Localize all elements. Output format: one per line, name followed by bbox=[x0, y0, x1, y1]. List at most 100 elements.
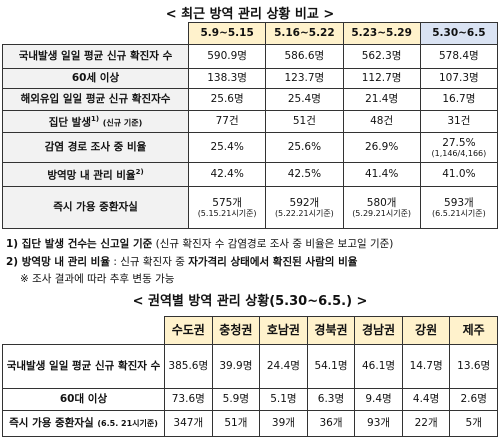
footnote: 1) 집단 발생 건수는 신고일 기준 (신규 확진자 수 감염경로 조사 중 … bbox=[6, 236, 393, 251]
data-cell: 385.6명 bbox=[164, 344, 213, 389]
data-cell: 22개 bbox=[401, 410, 451, 437]
label-text: 집단 발생 bbox=[48, 116, 91, 129]
data-cell: 51건 bbox=[265, 110, 344, 133]
table-row: 방역망 내 관리 비율2) 42.4% 42.5% 41.4% 41.0% bbox=[2, 162, 499, 187]
data-cell: 21.4명 bbox=[342, 88, 421, 111]
data-cell: 575개 (5.15.21시기준) bbox=[187, 186, 267, 229]
label-note: (신규 기준) bbox=[102, 118, 143, 128]
data-cell: 5.9명 bbox=[211, 388, 261, 411]
footnote: 2) 방역망 내 관리 비율 : 신규 확진자 중 자가격리 상태에서 확진된 … bbox=[6, 254, 357, 269]
data-cell: 25.6명 bbox=[187, 88, 267, 111]
label-text: 방역망 내 관리 비율 bbox=[47, 169, 136, 182]
label-text: 60세 이상 bbox=[71, 72, 120, 85]
data-cell: 16.7명 bbox=[419, 88, 499, 111]
label-text: 60대 이상 bbox=[59, 393, 108, 406]
column-header: 5.9~5.15 bbox=[187, 22, 267, 45]
data-cell: 592개 (5.22.21시기준) bbox=[265, 186, 344, 229]
table-row: 해외유입 일일 평균 신규 확진자수 25.6명 25.4명 21.4명 16.7명 bbox=[2, 88, 499, 111]
cell-sub: (5.15.21시기준) bbox=[197, 208, 257, 218]
data-cell: 9.4명 bbox=[354, 388, 403, 411]
table-title: < 최근 방역 관리 상황 비교 > bbox=[165, 7, 335, 22]
data-cell: 138.3명 bbox=[187, 68, 267, 89]
data-cell: 107.3명 bbox=[419, 68, 499, 89]
row-label: 집단 발생1) (신규 기준) bbox=[2, 110, 189, 133]
column-header: 강원 bbox=[401, 316, 451, 345]
footnote-part: 2) 방역망 내 관리 비율 bbox=[6, 256, 111, 268]
cell-value: 575개 bbox=[212, 196, 242, 209]
data-cell: 25.4명 bbox=[265, 88, 344, 111]
data-cell: 31건 bbox=[419, 110, 499, 133]
header-row: 5.9~5.15 5.16~5.22 5.23~5.29 5.30~6.5 bbox=[2, 22, 499, 45]
footnote-part: ※ 조사 결과에 따라 추후 변동 가능 bbox=[20, 273, 175, 285]
column-header: 호남권 bbox=[259, 316, 308, 345]
cell-value: 27.5% bbox=[442, 136, 476, 149]
cell-value: 580개 bbox=[366, 196, 397, 209]
table-row: 60세 이상 138.3명 123.7명 112.7명 107.3명 bbox=[2, 68, 499, 89]
data-cell: 590.9명 bbox=[187, 44, 267, 69]
row-label: 국내발생 일일 평균 신규 확진자 수 bbox=[2, 344, 165, 389]
column-header: 제주 bbox=[449, 316, 498, 345]
data-cell: 13.6명 bbox=[449, 344, 498, 389]
row-label: 60세 이상 bbox=[2, 68, 189, 89]
corner-cell bbox=[2, 22, 189, 45]
corner-cell bbox=[2, 316, 165, 345]
row-label: 60대 이상 bbox=[2, 388, 165, 411]
column-header: 5.30~6.5 bbox=[419, 22, 499, 45]
data-cell: 42.5% bbox=[265, 162, 344, 187]
label-note: (6.5. 21시기준) bbox=[97, 419, 158, 429]
data-cell: 51개 bbox=[211, 410, 261, 437]
data-cell: 25.6% bbox=[265, 132, 344, 163]
column-header: 5.16~5.22 bbox=[265, 22, 344, 45]
data-cell: 4.4명 bbox=[401, 388, 451, 411]
data-cell: 580개 (5.29.21시기준) bbox=[342, 186, 421, 229]
label-text: 감염 경로 조사 중 비율 bbox=[44, 141, 147, 154]
table-row: 즉시 가용 중환자실 575개 (5.15.21시기준) 592개 (5.22.21시기… bbox=[2, 186, 499, 229]
column-header: 수도권 bbox=[164, 316, 213, 345]
footnote-part: : 신규 확진자 중 bbox=[110, 256, 189, 268]
data-cell: 6.3명 bbox=[306, 388, 356, 411]
data-cell: 26.9% bbox=[342, 132, 421, 163]
cell-sub: (6.5.21시기준) bbox=[431, 208, 486, 218]
footnote-mark: 1) bbox=[91, 114, 100, 123]
data-cell: 5.1명 bbox=[259, 388, 308, 411]
data-cell: 42.4% bbox=[187, 162, 267, 187]
data-cell: 14.7명 bbox=[401, 344, 451, 389]
row-label: 즉시 가용 중환자실 (6.5. 21시기준) bbox=[2, 410, 165, 437]
table-row: 집단 발생1) (신규 기준) 77건 51건 48건 31건 bbox=[2, 110, 499, 133]
column-header: 경북권 bbox=[306, 316, 356, 345]
table-row: 국내발생 일일 평균 신규 확진자 수 590.9명 586.6명 562.3명 578… bbox=[2, 44, 499, 69]
data-cell: 24.4명 bbox=[259, 344, 308, 389]
data-cell: 586.6명 bbox=[265, 44, 344, 69]
table-title: < 권역별 방역 관리 상황(5.30~6.5.) > bbox=[132, 294, 368, 309]
table-row: 국내발생 일일 평균 신규 확진자 수 385.6명 39.9명 24.4명 54.1명… bbox=[2, 344, 498, 389]
cell-sub: (5.22.21시기준) bbox=[274, 208, 334, 218]
data-cell: 36개 bbox=[306, 410, 356, 437]
data-cell: 39개 bbox=[259, 410, 308, 437]
data-cell: 27.5% (1,146/4,166) bbox=[419, 132, 499, 163]
data-cell: 578.4명 bbox=[419, 44, 499, 69]
data-cell: 347개 bbox=[164, 410, 213, 437]
data-cell: 46.1명 bbox=[354, 344, 403, 389]
label-text: 해외유입 일일 평균 신규 확진자수 bbox=[20, 93, 171, 106]
footnote: ※ 조사 결과에 따라 추후 변동 가능 bbox=[20, 271, 174, 286]
row-label: 감염 경로 조사 중 비율 bbox=[2, 132, 189, 163]
footnote-part: (신규 확진자 수 감염경로 조사 중 비율은 보고일 기준) bbox=[152, 238, 394, 250]
footnote-part: 자가격리 상태에서 확진된 사람의 비율 bbox=[188, 256, 358, 268]
row-label: 국내발생 일일 평균 신규 확진자 수 bbox=[2, 44, 189, 69]
row-label: 방역망 내 관리 비율2) bbox=[2, 162, 189, 187]
label-text: 즉시 가용 중환자실 bbox=[53, 201, 138, 214]
column-header: 5.23~5.29 bbox=[342, 22, 421, 45]
data-cell: 2.6명 bbox=[449, 388, 498, 411]
row-label: 즉시 가용 중환자실 bbox=[2, 186, 189, 229]
column-header: 충청권 bbox=[211, 316, 261, 345]
label-text: 국내발생 일일 평균 신규 확진자 수 bbox=[6, 360, 161, 373]
table-row: 감염 경로 조사 중 비율 25.4% 25.6% 26.9% 27.5% (1,146/… bbox=[2, 132, 499, 163]
data-cell: 5개 bbox=[449, 410, 498, 437]
table-row: 60대 이상 73.6명 5.9명 5.1명 6.3명 9.4명 4.4명 2.6명 bbox=[2, 388, 498, 411]
regional-table: 수도권 충청권 호남권 경북권 경남권 강원 제주 국내발생 일일 평균 신규 확진자 수 38… bbox=[2, 316, 498, 437]
cell-sub: (5.29.21시기준) bbox=[352, 208, 412, 218]
cell-value: 592개 bbox=[289, 196, 320, 209]
data-cell: 593개 (6.5.21시기준) bbox=[419, 186, 499, 229]
data-cell: 39.9명 bbox=[211, 344, 261, 389]
label-text: 국내발생 일일 평균 신규 확진자 수 bbox=[18, 50, 173, 63]
